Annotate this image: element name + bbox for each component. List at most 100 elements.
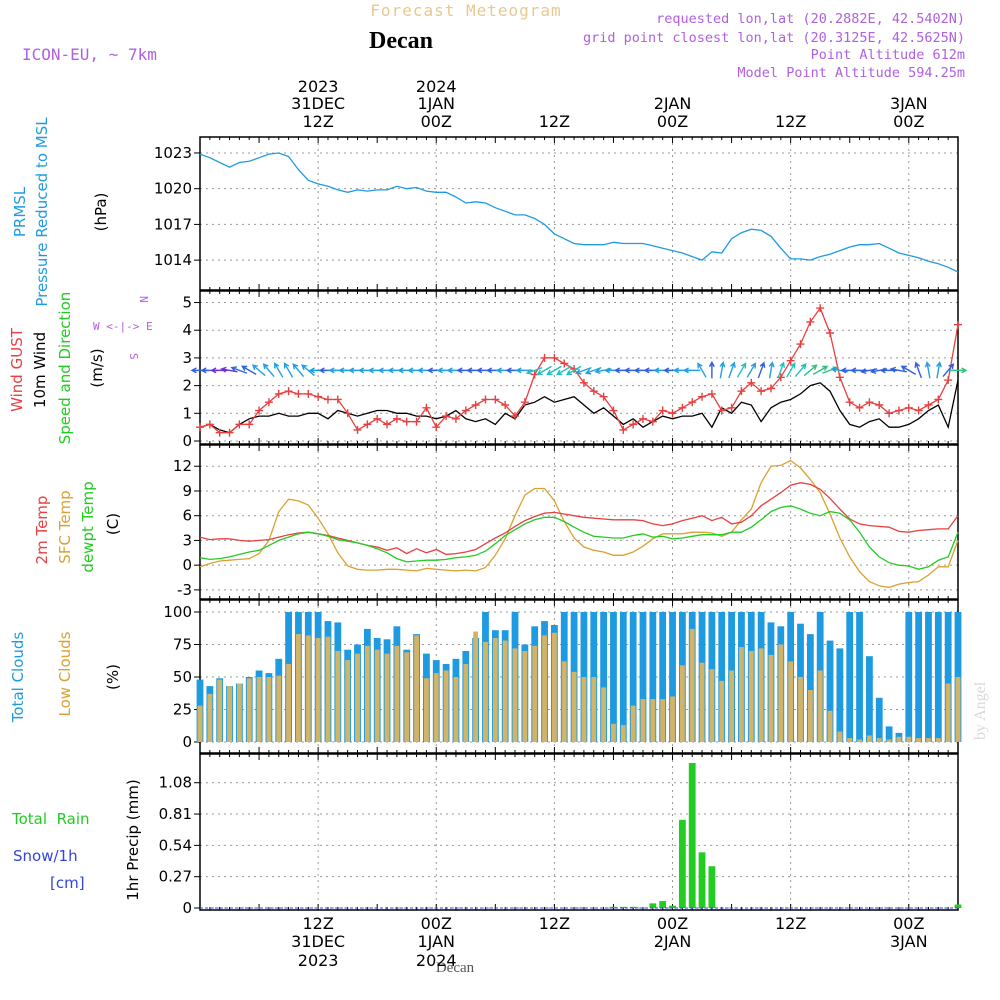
gust-marker: [540, 353, 549, 362]
top-time-hour: 12Z: [302, 112, 333, 131]
gust-marker: [816, 304, 825, 313]
rain-bar: [619, 906, 627, 908]
wind-arrow: [757, 361, 766, 379]
snow-unit: [cm]: [50, 874, 85, 892]
low-cloud-bar: [453, 677, 459, 742]
gust-marker: [609, 406, 618, 415]
wind-arrow: [794, 363, 807, 377]
rain-bar: [649, 903, 657, 908]
low-cloud-bar: [296, 634, 301, 742]
wind-arrow: [274, 362, 284, 378]
gust-marker: [904, 403, 913, 412]
wind-arrow: [768, 361, 775, 379]
low-cloud-bar: [286, 664, 292, 742]
wind-arrow-shape: [210, 367, 228, 374]
top-time-date: 2JAN: [654, 94, 692, 113]
wind-arrow-shape: [924, 361, 931, 379]
sfc-temp-line: [199, 459, 959, 589]
low-cloud-bar: [335, 651, 341, 742]
top-time-hour: 00Z: [893, 112, 924, 131]
low-cloud-bar: [876, 738, 882, 742]
low-cloud-bar: [542, 635, 547, 742]
low-cloud-bar: [896, 736, 902, 742]
model-altitude: Model Point Altitude 594.25m: [737, 65, 965, 81]
low-cloud-bar: [591, 677, 597, 742]
total-cloud-bar: [806, 634, 814, 742]
gust-marker: [638, 414, 647, 423]
gust-marker: [481, 395, 490, 404]
wind-arrow: [536, 365, 552, 376]
low-cloud-bar: [926, 738, 931, 742]
compass-s: S: [127, 353, 140, 360]
total-cloud-bar: [629, 612, 637, 742]
y-tick-label: 2: [182, 377, 192, 395]
wind-arrow: [936, 361, 942, 379]
wind-arrow-shape: [536, 365, 552, 376]
low-cloud-bar: [276, 675, 282, 742]
y-tick-label: 1023: [154, 144, 192, 162]
gust-marker: [235, 420, 244, 429]
low-cloud-bar: [768, 654, 774, 742]
gust-marker: [205, 420, 214, 429]
y-tick-label: 3: [182, 531, 192, 549]
gust-marker: [560, 359, 569, 368]
total-cloud-bar: [718, 612, 726, 742]
wind-unit: (m/s): [88, 348, 106, 387]
top-time-hour: 00Z: [657, 112, 688, 131]
wind-arrow: [546, 365, 562, 376]
gust-marker: [579, 378, 588, 387]
wind-arrow: [594, 368, 612, 375]
low-cloud-bar: [689, 628, 695, 742]
wind10-line: [199, 379, 959, 434]
wind-arrow-shape: [525, 366, 543, 375]
prmsl-label: PRMSL: [11, 186, 29, 237]
clouds-unit: (%): [104, 664, 122, 690]
top-time-hour: 00Z: [421, 112, 452, 131]
wind-arrow: [251, 364, 266, 377]
snow-label: Snow/1h: [13, 847, 78, 865]
total-cloud-bar: [885, 726, 893, 742]
gust-marker: [717, 406, 726, 415]
requested-coords: requested lon,lat (20.2882E, 42.5402N): [656, 11, 965, 27]
temp2m-line: [199, 482, 959, 556]
low-cloud-bar: [305, 635, 311, 742]
gust-marker: [215, 428, 224, 437]
total-cloud-bar: [915, 612, 923, 742]
top-time-date: 3JAN: [890, 94, 928, 113]
wind-arrow-shape: [950, 367, 968, 374]
y-tick-label: -3: [177, 581, 192, 599]
y-tick-label: 4: [182, 321, 192, 339]
top-time-hour: 12Z: [775, 112, 806, 131]
temp2m-label: 2m Temp: [33, 496, 51, 565]
gust-marker: [383, 420, 392, 429]
wind-arrow-shape: [708, 360, 715, 379]
wind-arrow-shape: [768, 361, 775, 379]
low-cloud-bar: [315, 638, 321, 742]
rain-bar: [659, 901, 667, 908]
low-cloud-bar: [394, 645, 400, 742]
gust-marker: [826, 329, 835, 337]
rain-bar: [698, 852, 706, 908]
wind-arrow: [708, 360, 715, 379]
wind-arrow: [786, 362, 796, 378]
gust-marker: [786, 356, 795, 365]
wind-arrow: [830, 366, 848, 373]
wind-arrow-shape: [728, 361, 736, 379]
wind-arrow: [777, 361, 785, 379]
gust-marker: [511, 412, 520, 421]
low-cloud-bar: [758, 648, 764, 742]
y-tick-label: 50: [173, 668, 192, 686]
gust-marker: [707, 389, 716, 398]
temp-unit: (C): [104, 513, 122, 535]
bottom-time-year: 2023: [298, 951, 339, 970]
wind-arrow: [914, 361, 923, 379]
gust-marker: [589, 387, 598, 396]
low-cloud-bar: [640, 699, 646, 742]
gust-marker: [264, 398, 273, 407]
low-cloud-bar: [788, 661, 794, 742]
wind-arrow-shape: [942, 363, 955, 377]
total-cloud-bar: [905, 612, 913, 742]
wind-arrow: [924, 361, 931, 379]
top-time-hour: 12Z: [539, 112, 570, 131]
